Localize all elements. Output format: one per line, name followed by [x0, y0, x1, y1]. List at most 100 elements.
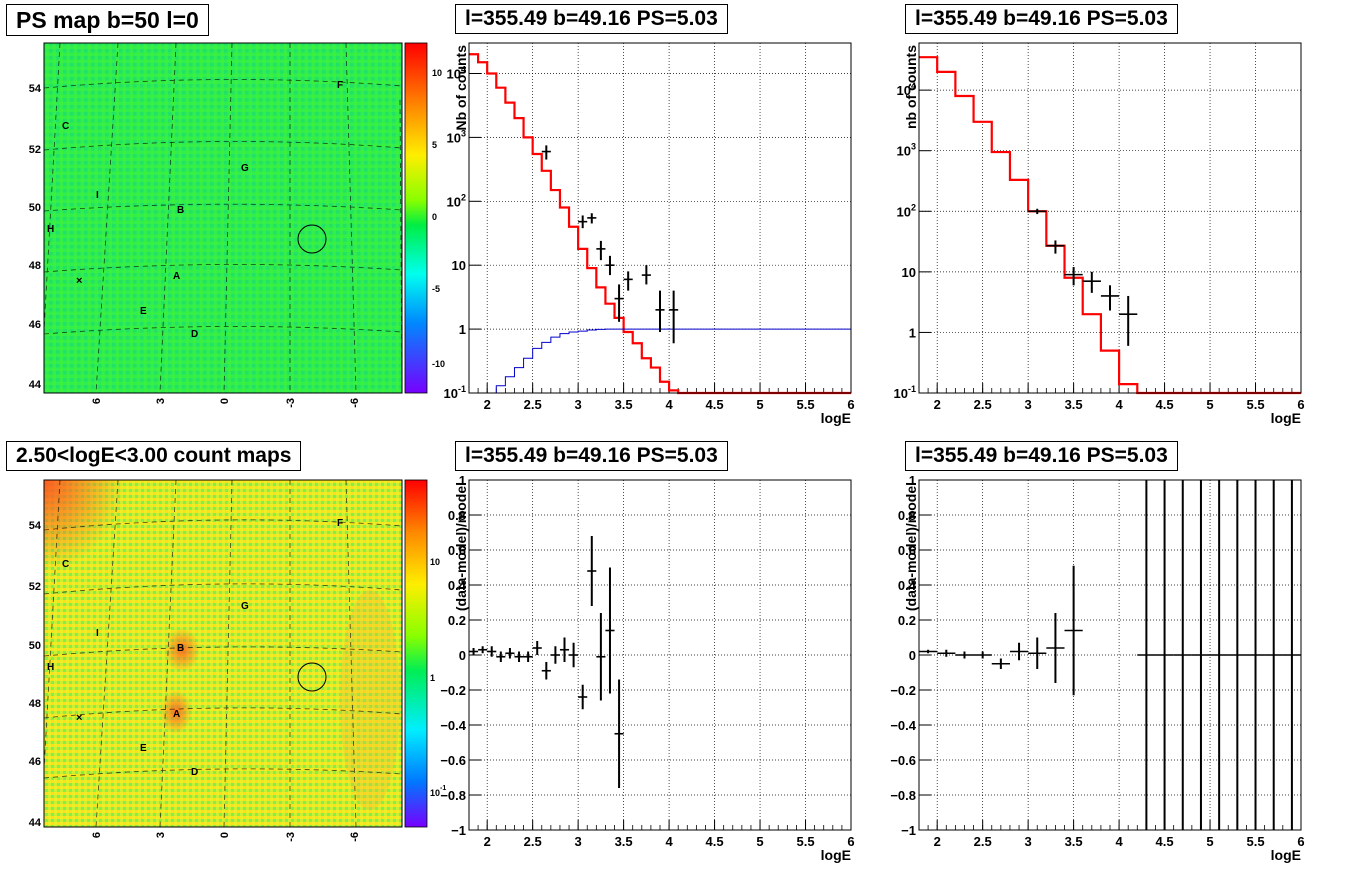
- spec1-xtick-label: 4.5: [706, 397, 724, 412]
- resid1-xtick-label: 4: [665, 834, 673, 849]
- countmap-title: 2.50<logE<3.00 count maps: [6, 441, 302, 471]
- resid1-ytick-label: −0.4: [440, 718, 466, 733]
- resid2-xtick-label: 2.5: [974, 834, 992, 849]
- svg-text:0: 0: [219, 398, 231, 404]
- countmap-grid: [43, 479, 403, 828]
- resid1-xtick-label: 5: [756, 834, 763, 849]
- spec1-xlabel: logE: [821, 410, 851, 426]
- resid1-ytick-label: 0.4: [448, 578, 467, 593]
- spec2-ytick-label: 1: [909, 325, 916, 340]
- svg-text:3: 3: [155, 398, 167, 404]
- spec1-ytick-label: 10-1: [444, 384, 466, 401]
- resid2-ytick-label: 0.4: [898, 578, 917, 593]
- psmap-label-e: E: [140, 306, 147, 317]
- resid1-xtick-label: 2: [484, 834, 491, 849]
- resid1-frame: [468, 479, 852, 831]
- svg-text:6: 6: [91, 398, 103, 404]
- resid2-ytick-label: 0.8: [898, 508, 916, 523]
- svg-text:0: 0: [219, 832, 231, 838]
- svg-text:10: 10: [432, 68, 442, 78]
- psmap-source-labels: F C G I B H A E D: [47, 80, 343, 340]
- spectrum-title-1: l=355.49 b=49.16 PS=5.03: [455, 4, 728, 34]
- psmap-y-ticks: 44 46 48 50 52 54: [29, 83, 42, 391]
- resid1-xlabel: logE: [821, 847, 851, 863]
- spec1-series-1-line: [469, 328, 851, 394]
- spec2-ytick-label: 10: [902, 265, 916, 280]
- psmap-circle-marker: [297, 224, 327, 254]
- svg-text:50: 50: [29, 202, 41, 214]
- spec2-ytick-label: 102: [897, 202, 916, 219]
- resid1-xtick-label: 3.5: [615, 834, 633, 849]
- psmap-label-f: F: [337, 80, 343, 91]
- svg-text:-5: -5: [432, 284, 440, 294]
- svg-text:0: 0: [432, 212, 437, 222]
- countmap-label-a: A: [173, 709, 180, 720]
- svg-text:-1: -1: [440, 785, 446, 792]
- spec1-xtick-label: 3: [575, 397, 582, 412]
- countmap-y-ticks: 44 46 48 50 52 54: [29, 520, 42, 829]
- resid2-xtick-label: 2: [934, 834, 941, 849]
- resid2-ytick-label: −1: [901, 823, 916, 838]
- svg-text:50: 50: [29, 640, 41, 652]
- svg-text:48: 48: [29, 698, 41, 710]
- svg-text:-3: -3: [285, 832, 297, 842]
- spec2-xtick-label: 2: [934, 397, 941, 412]
- countmap-label-b: B: [177, 643, 184, 654]
- psmap-grid: [43, 42, 403, 394]
- resid2-ytick-label: −0.8: [890, 788, 916, 803]
- resid2-xlabel: logE: [1271, 847, 1301, 863]
- svg-text:1: 1: [430, 673, 435, 683]
- svg-text:-6: -6: [349, 398, 361, 408]
- resid1-xtick-label: 3: [575, 834, 582, 849]
- spec2-xtick-label: 4: [1115, 397, 1123, 412]
- spectrum-plot-1: 2 2.5 3 3.5 4 4.5 5 5.5 610-1110102103104logENb …: [444, 42, 855, 426]
- spec1-plot-area: [469, 43, 851, 393]
- psmap-heatmap: [44, 43, 402, 393]
- resid1-ytick-label: 0: [459, 648, 466, 663]
- resid1-ytick-label: 0.6: [448, 543, 466, 558]
- svg-text:52: 52: [29, 581, 41, 593]
- svg-text:52: 52: [29, 144, 41, 156]
- resid1-ytick-label: −0.2: [440, 683, 466, 698]
- countmap-label-g: G: [241, 601, 249, 612]
- spec2-ytick-label: 10-1: [894, 384, 916, 401]
- spec2-xtick-label: 6: [1297, 397, 1304, 412]
- countmap-label-i: I: [96, 628, 99, 639]
- countmap-label-d: D: [191, 767, 198, 778]
- svg-text:54: 54: [29, 83, 42, 95]
- resid2-xtick-label: 4.5: [1156, 834, 1174, 849]
- resid1-xtick-label: 4.5: [706, 834, 724, 849]
- resid1-xtick-label: 2.5: [524, 834, 542, 849]
- spec2-xtick-label: 2.5: [974, 397, 992, 412]
- spec1-ytick-label: 10: [452, 258, 466, 273]
- resid1-ytick-label: −0.6: [440, 753, 466, 768]
- resid2-ytick-label: −0.4: [890, 718, 916, 733]
- resid2-ytick-label: 0.2: [898, 613, 916, 628]
- psmap-colorbar: [404, 42, 428, 394]
- svg-text:-6: -6: [349, 832, 361, 842]
- spectrum-title-2: l=355.49 b=49.16 PS=5.03: [905, 4, 1178, 34]
- psmap-panel: F C G I B H A E D × 44 46 48 50 52 54 6 …: [29, 42, 445, 408]
- psmap-label-d: D: [191, 329, 198, 340]
- resid2-xtick-label: 3.5: [1065, 834, 1083, 849]
- residual-plot-1: 2 2.5 3 3.5 4 4.5 5 5.5 6 −1 −0.8 −0.6 −0.4 −0.2 0 0.2 0…: [440, 473, 854, 863]
- svg-text:3: 3: [155, 832, 167, 838]
- resid2-xtick-label: 3: [1025, 834, 1032, 849]
- psmap-x-marker: ×: [76, 275, 82, 287]
- resid2-ytick-label: −0.6: [890, 753, 916, 768]
- resid1-xtick-label: 5.5: [796, 834, 814, 849]
- countmap-x-ticks: 6 3 0 -3 -6: [91, 832, 361, 842]
- svg-text:54: 54: [29, 520, 42, 532]
- countmap-label-e: E: [140, 743, 147, 754]
- spec1-series-0-line: [469, 53, 851, 395]
- psmap-label-b: B: [177, 205, 184, 216]
- psmap-colorbar-ticks: 10 5 0 -5 -10: [432, 68, 445, 369]
- residual-plot-2: 2 2.5 3 3.5 4 4.5 5 5.5 6 −1 −0.8 −0.6 −0.4 −0.2 0 0.2 0…: [890, 473, 1304, 863]
- countmap-colorbar: [404, 479, 428, 828]
- spec2-xtick-label: 3.5: [1065, 397, 1083, 412]
- resid1-ytick-label: 0.8: [448, 508, 466, 523]
- spec2-xtick-label: 3: [1025, 397, 1032, 412]
- svg-text:48: 48: [29, 260, 41, 272]
- resid2-ytick-label: −0.2: [890, 683, 916, 698]
